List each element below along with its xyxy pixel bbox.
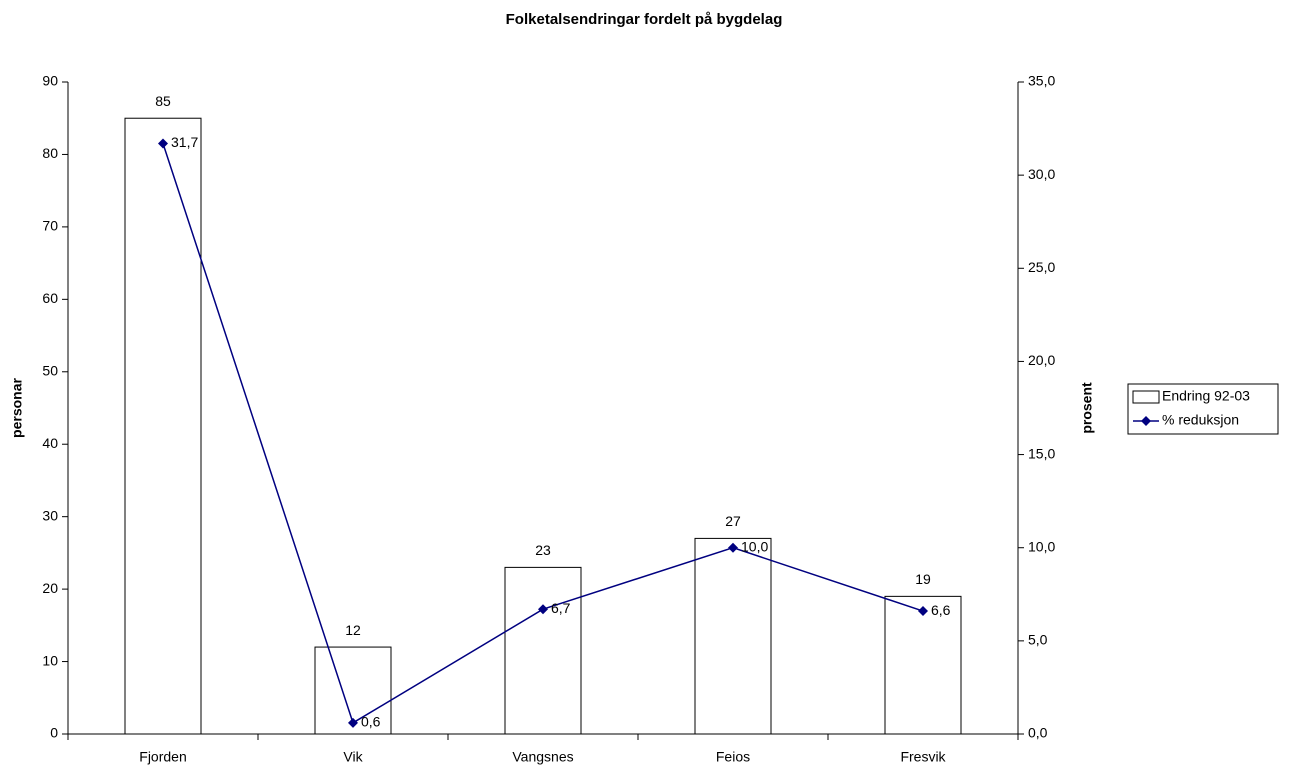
x-tick-label: Fjorden xyxy=(139,749,186,765)
y2-tick-label: 15,0 xyxy=(1028,445,1055,461)
legend-label: Endring 92-03 xyxy=(1162,388,1250,404)
y-tick-label: 50 xyxy=(42,362,58,378)
point xyxy=(348,717,358,728)
y-tick-label: 10 xyxy=(42,652,58,668)
legend-label: % reduksjon xyxy=(1162,412,1239,428)
point xyxy=(918,606,928,617)
y2-tick-label: 5,0 xyxy=(1028,632,1048,648)
y2-tick-label: 10,0 xyxy=(1028,538,1055,554)
point xyxy=(728,542,738,553)
y-tick-label: 40 xyxy=(42,435,58,451)
bar-value-label: 23 xyxy=(535,542,551,558)
point-value-label: 6,6 xyxy=(931,602,951,618)
bar xyxy=(504,566,582,735)
y2-axis-label: prosent xyxy=(1079,382,1095,434)
bar xyxy=(694,537,772,735)
point-value-label: 6,7 xyxy=(551,600,571,616)
point-value-label: 31,7 xyxy=(171,134,198,150)
y2-tick-label: 30,0 xyxy=(1028,166,1055,182)
bar xyxy=(124,117,202,735)
bar-value-label: 27 xyxy=(725,513,741,529)
x-tick-label: Fresvik xyxy=(900,749,946,765)
y-tick-label: 20 xyxy=(42,580,58,596)
point xyxy=(158,138,168,149)
y-tick-label: 60 xyxy=(42,290,58,306)
y-axis-label: personar xyxy=(9,377,25,437)
x-tick-label: Feios xyxy=(716,749,750,765)
y2-tick-label: 35,0 xyxy=(1028,73,1055,89)
bar-value-label: 12 xyxy=(345,622,361,638)
bar xyxy=(884,595,962,735)
y2-tick-label: 25,0 xyxy=(1028,259,1055,275)
y-tick-label: 80 xyxy=(42,145,58,161)
y-tick-label: 90 xyxy=(42,73,58,89)
legend-marker xyxy=(1141,416,1151,426)
y-tick-label: 0 xyxy=(50,725,58,741)
y-tick-label: 30 xyxy=(42,507,58,523)
x-tick-label: Vangsnes xyxy=(512,749,573,765)
point-value-label: 0,6 xyxy=(361,714,381,730)
x-tick-label: Vik xyxy=(343,749,363,765)
y-tick-label: 70 xyxy=(42,218,58,234)
chart-title: Folketalsendringar fordelt på bygdelag xyxy=(506,11,783,28)
bar-value-label: 19 xyxy=(915,571,931,587)
y2-tick-label: 20,0 xyxy=(1028,352,1055,368)
y2-tick-label: 0,0 xyxy=(1028,725,1048,741)
bar-value-label: 85 xyxy=(155,93,171,109)
point-value-label: 10,0 xyxy=(741,538,768,554)
point xyxy=(538,604,548,615)
legend-swatch xyxy=(1132,390,1160,404)
